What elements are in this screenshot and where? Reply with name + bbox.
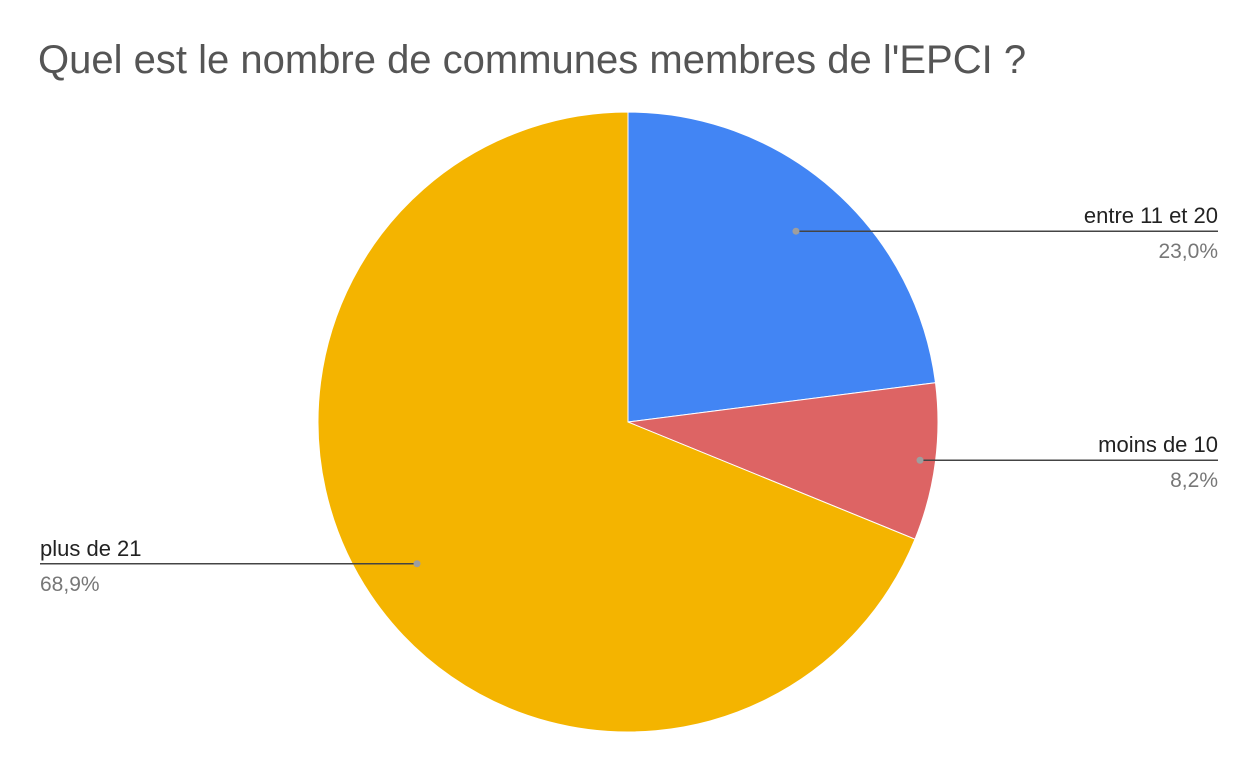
slice-label-moins-de-10: moins de 10 [1098, 432, 1218, 457]
slice-percent-entre-11-et-20: 23,0% [1158, 240, 1218, 263]
callout-dot-moins-de-10 [916, 456, 924, 464]
slice-percent-moins-de-10: 8,2% [1170, 469, 1218, 492]
slice-percent-plus-de-21: 68,9% [40, 573, 100, 596]
chart-title: Quel est le nombre de communes membres d… [38, 38, 1027, 82]
pie-slices [317, 111, 939, 733]
slice-labels: entre 11 et 20 23,0% moins de 10 8,2% plus d… [40, 203, 1218, 596]
callout-dot-entre-11-et-20 [792, 227, 800, 235]
pie-slice-entre-11-et-20 [627, 111, 937, 423]
pie-slice-moins-de-10 [626, 382, 939, 540]
slice-label-entre-11-et-20: entre 11 et 20 [1084, 203, 1218, 228]
callout-dot-plus-de-21 [413, 560, 421, 568]
pie-slice-plus-de-21 [317, 111, 916, 733]
slice-label-plus-de-21: plus de 21 [40, 536, 142, 561]
